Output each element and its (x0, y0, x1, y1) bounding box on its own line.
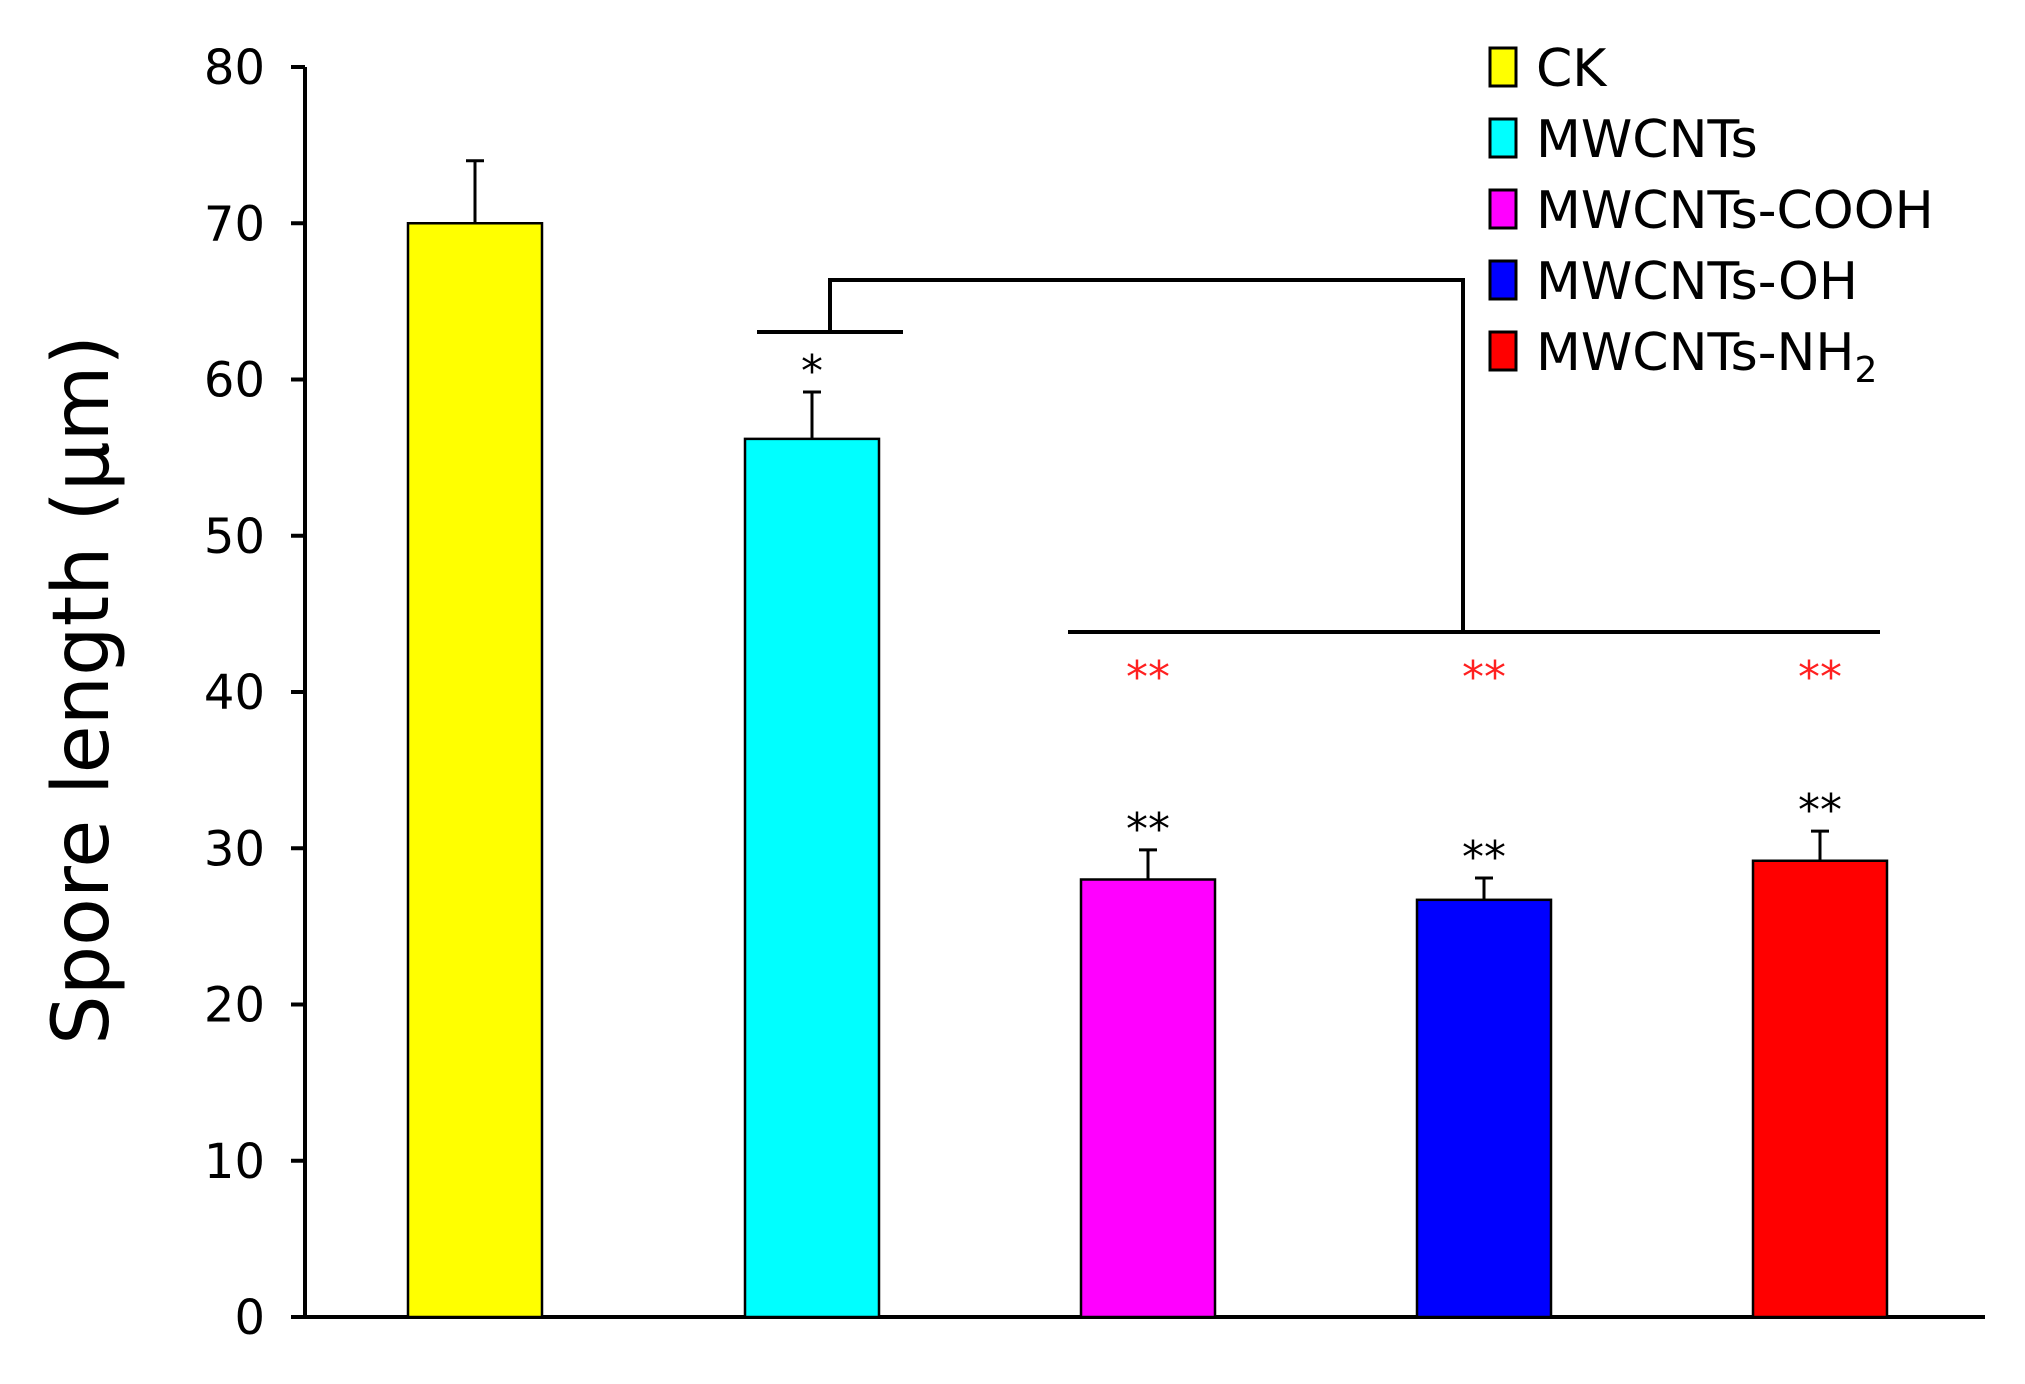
y-tick-label-40: 40 (204, 665, 265, 721)
significance-annotations: ************* (757, 278, 1880, 883)
sig-control-MWCNTs-OH: ** (1462, 832, 1506, 883)
sig-control-MWCNTs-NH2: ** (1798, 785, 1842, 836)
legend-label-3: MWCNTs-OH (1536, 252, 1858, 312)
y-tick-label-50: 50 (204, 509, 265, 565)
legend-swatch-3 (1488, 259, 1518, 301)
y-tick-label-70: 70 (204, 196, 265, 252)
axes: 0 10 20 30 40 50 60 70 80 (204, 40, 1985, 1346)
bars (406, 159, 1889, 1319)
legend: CK MWCNTs MWCNTs-COOH MWCNTs-OH MWCNTs-NH2 (1488, 39, 1934, 391)
sig-control-MWCNTs: * (801, 346, 823, 397)
legend-swatch-0 (1488, 46, 1518, 88)
y-tick-label-60: 60 (204, 353, 265, 409)
bar-MWCNTs-NH2 (1751, 859, 1889, 1319)
sig-mwcnts-MWCNTs-OH: ** (1462, 652, 1506, 703)
y-tick-label-20: 20 (204, 978, 265, 1034)
y-tick-label-30: 30 (204, 821, 265, 877)
sig-control-MWCNTs-COOH: ** (1126, 804, 1170, 855)
bar-MWCNTs-COOH (1079, 878, 1217, 1319)
legend-swatch-2 (1488, 188, 1518, 230)
legend-swatch-4 (1488, 330, 1518, 372)
bar-CK (406, 222, 544, 1319)
bar-MWCNTs-OH (1415, 898, 1553, 1319)
legend-subscript: 2 (1855, 350, 1878, 391)
y-tick-label-80: 80 (204, 40, 265, 96)
y-axis-label: Spore length (µm) (37, 335, 127, 1045)
legend-label-4: MWCNTs-NH2 (1536, 323, 1877, 391)
legend-label-2: MWCNTs-COOH (1536, 181, 1934, 241)
bar-MWCNTs (743, 437, 881, 1319)
legend-swatch-1 (1488, 117, 1518, 159)
legend-label-1: MWCNTs (1536, 110, 1758, 170)
y-tick-label-0: 0 (234, 1290, 265, 1346)
sig-mwcnts-MWCNTs-NH2: ** (1798, 652, 1842, 703)
legend-label-0: CK (1536, 39, 1608, 99)
sig-mwcnts-MWCNTs-COOH: ** (1126, 652, 1170, 703)
bracket-connector (828, 278, 1465, 632)
y-tick-label-10: 10 (204, 1134, 265, 1190)
